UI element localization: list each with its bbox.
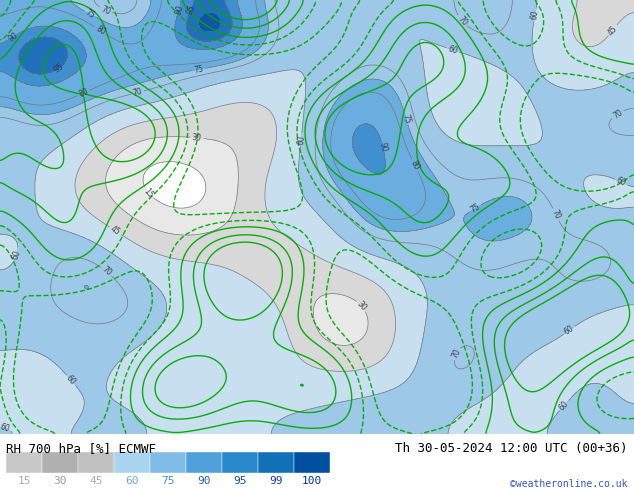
Text: 45: 45 <box>606 24 619 37</box>
Bar <box>6 452 42 473</box>
Bar <box>150 452 186 473</box>
Text: 60: 60 <box>447 44 459 55</box>
Text: 60: 60 <box>0 422 11 434</box>
Text: 75: 75 <box>161 476 175 487</box>
Text: 70: 70 <box>132 87 143 98</box>
Text: 60: 60 <box>563 323 576 337</box>
Bar <box>258 452 294 473</box>
Text: 60: 60 <box>530 9 540 20</box>
Text: 70: 70 <box>450 347 462 360</box>
Text: 60: 60 <box>615 176 628 188</box>
Text: Th 30-05-2024 12:00 UTC (00+36): Th 30-05-2024 12:00 UTC (00+36) <box>395 442 628 455</box>
Text: 60: 60 <box>11 248 22 260</box>
Text: 90: 90 <box>377 141 388 152</box>
Text: 75: 75 <box>84 8 96 21</box>
Text: 70: 70 <box>100 265 113 278</box>
Text: ©weatheronline.co.uk: ©weatheronline.co.uk <box>510 479 628 489</box>
Text: 60: 60 <box>557 399 571 412</box>
Text: 60: 60 <box>64 373 77 387</box>
Text: 90: 90 <box>197 476 210 487</box>
Text: 95: 95 <box>185 3 197 15</box>
Text: 60: 60 <box>126 476 139 487</box>
Text: 90: 90 <box>6 31 20 44</box>
Text: 99: 99 <box>269 476 283 487</box>
Text: 75: 75 <box>193 64 205 74</box>
Text: 75: 75 <box>469 202 482 215</box>
Text: 70: 70 <box>611 108 624 121</box>
Text: 80: 80 <box>77 87 90 99</box>
Text: 70: 70 <box>550 208 562 221</box>
Bar <box>186 452 222 473</box>
Text: 30: 30 <box>355 299 368 313</box>
Bar <box>42 452 78 473</box>
Text: 45: 45 <box>109 224 122 237</box>
Text: 80: 80 <box>94 24 107 37</box>
Text: 90: 90 <box>174 4 185 16</box>
Text: 75: 75 <box>400 113 411 124</box>
Text: 70: 70 <box>100 4 112 16</box>
Text: 95: 95 <box>233 476 247 487</box>
Text: 15: 15 <box>142 186 155 199</box>
Text: 30: 30 <box>191 133 202 143</box>
Text: 80: 80 <box>409 159 421 171</box>
Bar <box>78 452 114 473</box>
Text: 100: 100 <box>302 476 322 487</box>
Text: 45: 45 <box>89 476 103 487</box>
Text: 30: 30 <box>53 476 67 487</box>
Text: 15: 15 <box>18 476 31 487</box>
Text: 95: 95 <box>53 61 66 74</box>
Bar <box>294 452 330 473</box>
Text: RH 700 hPa [%] ECMWF: RH 700 hPa [%] ECMWF <box>6 442 157 455</box>
Bar <box>222 452 258 473</box>
Text: 60: 60 <box>296 134 306 145</box>
Text: 70: 70 <box>455 14 469 27</box>
Bar <box>114 452 150 473</box>
